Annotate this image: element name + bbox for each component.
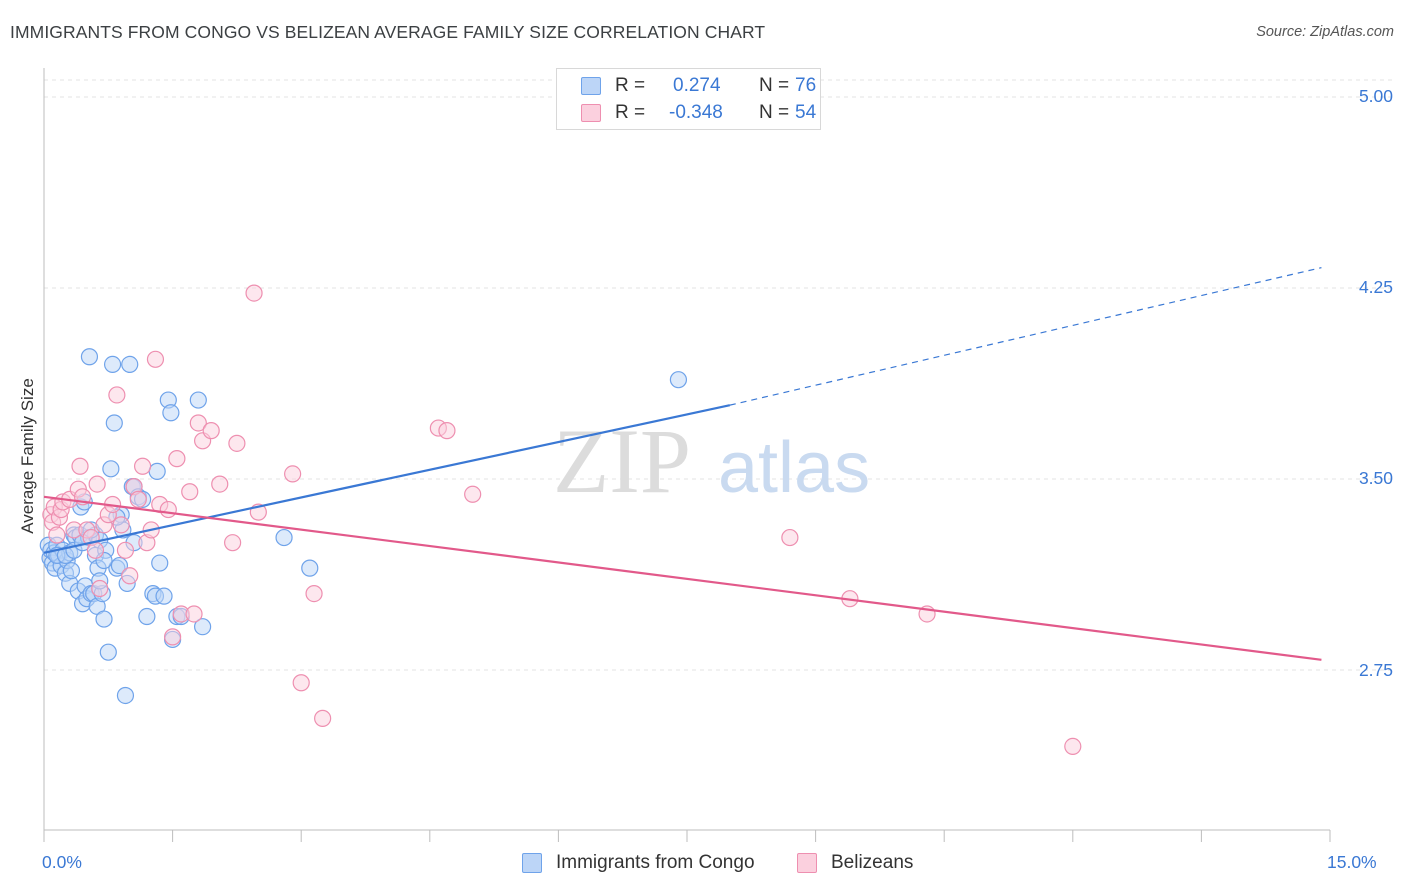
point-belizeans-3	[48, 526, 66, 544]
point-congo-64	[301, 559, 319, 577]
point-congo-54	[151, 554, 169, 572]
watermark-zip: ZIP	[553, 410, 691, 512]
point-congo-37	[102, 460, 120, 478]
bottom-legend-label-congo: Immigrants from Congo	[556, 852, 755, 873]
point-belizeans-31	[159, 500, 177, 519]
legend-r-value-congo: 0.274	[673, 75, 721, 96]
legend-swatch-congo	[581, 77, 601, 95]
trend-line-congo	[43, 404, 731, 554]
legend-r-value-belizeans: -0.348	[669, 102, 723, 123]
point-congo-39	[105, 414, 123, 432]
legend-swatch-belizeans	[581, 104, 601, 122]
x-tick-label-1: 15.0%	[1327, 852, 1377, 872]
point-belizeans-50	[438, 422, 456, 440]
point-belizeans-20	[108, 386, 126, 404]
y-tick-label-275: 2.75	[1358, 660, 1393, 680]
point-belizeans-29	[146, 350, 165, 368]
legend-r-label: R =	[615, 102, 646, 123]
point-belizeans-36	[185, 605, 203, 623]
point-belizeans-35	[181, 483, 199, 501]
y-tick-label-500: 5.00	[1358, 86, 1393, 106]
point-congo-36	[99, 643, 117, 661]
point-belizeans-32	[164, 628, 182, 646]
point-belizeans-40	[211, 475, 229, 493]
bottom-legend-label-belizeans: Belizeans	[831, 852, 914, 873]
point-belizeans-23	[121, 567, 139, 585]
legend-r-label: R =	[615, 75, 646, 96]
point-belizeans-33	[168, 450, 186, 468]
point-belizeans-55	[1064, 737, 1082, 756]
point-congo-25	[80, 348, 99, 366]
trend-line-congo-extension	[729, 267, 1322, 406]
point-congo-65	[669, 371, 688, 389]
legend-n-value-congo: 76	[795, 75, 817, 96]
trend-line-belizeans	[43, 495, 1322, 661]
y-tick-label-350: 3.50	[1358, 468, 1393, 488]
bottom-legend-swatch-belizeans	[797, 853, 817, 873]
point-belizeans-47	[305, 584, 323, 603]
point-belizeans-39	[202, 422, 220, 440]
data-points	[39, 284, 1082, 756]
grid-lines	[44, 79, 1392, 671]
point-belizeans-14	[86, 541, 105, 559]
watermark-atlas: atlas	[718, 428, 870, 508]
point-congo-57	[162, 404, 180, 422]
point-congo-50	[138, 607, 156, 626]
point-congo-34	[95, 610, 113, 628]
point-belizeans-37	[189, 414, 207, 432]
bottom-legend-swatch-congo	[522, 853, 542, 873]
point-belizeans-25	[129, 490, 147, 508]
legend-n-label: N =	[759, 75, 790, 96]
point-belizeans-41	[224, 534, 242, 552]
y-axis-label: Average Family Size	[18, 378, 37, 534]
point-belizeans-10	[71, 457, 89, 475]
point-belizeans-26	[133, 457, 152, 475]
source-label: Source: ZipAtlas.com	[1256, 24, 1394, 40]
point-belizeans-46	[292, 674, 310, 692]
point-congo-46	[121, 355, 139, 373]
point-belizeans-16	[91, 579, 109, 598]
point-belizeans-48	[314, 709, 332, 727]
y-tick-label-425: 4.25	[1358, 277, 1393, 297]
point-congo-44	[116, 686, 135, 705]
correlation-legend: R = 0.274 N = 76 R = -0.348 N = 54	[556, 68, 821, 130]
point-belizeans-52	[781, 528, 799, 547]
chart-title: IMMIGRANTS FROM CONGO VS BELIZEAN AVERAG…	[10, 22, 766, 42]
legend-n-value-belizeans: 54	[795, 102, 817, 123]
x-tick-label-0: 0.0%	[42, 852, 82, 872]
point-belizeans-51	[464, 485, 482, 503]
point-belizeans-15	[88, 475, 106, 493]
point-belizeans-45	[284, 465, 302, 483]
trend-lines	[43, 267, 1322, 661]
point-belizeans-43	[245, 284, 263, 302]
point-belizeans-42	[228, 434, 246, 452]
point-belizeans-22	[116, 541, 135, 559]
point-congo-53	[148, 462, 166, 480]
axes	[43, 68, 1331, 842]
legend-n-label: N =	[759, 102, 790, 123]
point-belizeans-21	[112, 516, 130, 534]
point-congo-38	[103, 355, 122, 373]
point-congo-62	[194, 618, 212, 636]
point-congo-63	[275, 528, 293, 547]
point-congo-41	[110, 556, 129, 575]
point-congo-55	[155, 587, 173, 605]
point-congo-14	[62, 562, 81, 580]
point-congo-61	[189, 391, 207, 409]
